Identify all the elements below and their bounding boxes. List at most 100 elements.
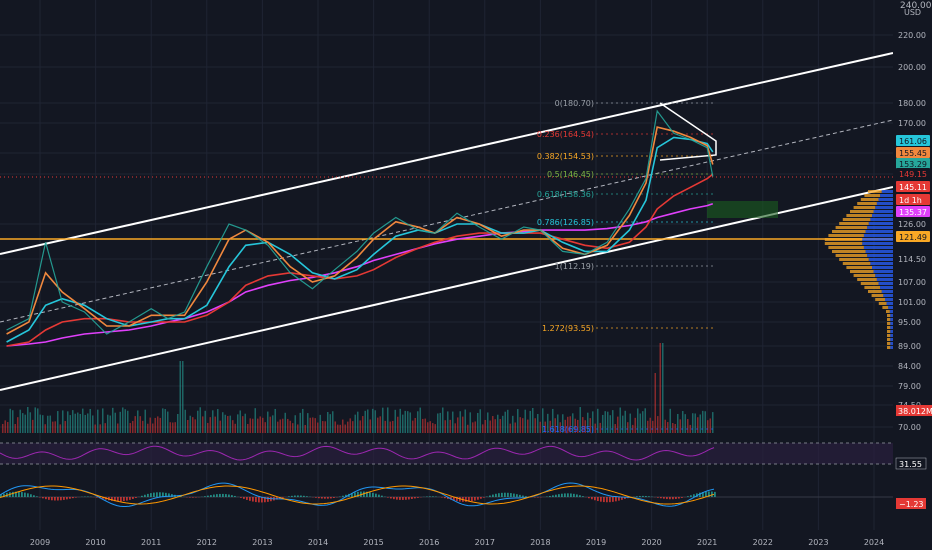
volume-profile-bar (828, 246, 864, 249)
macd-histogram-bar (471, 497, 473, 502)
volume-bar (524, 409, 526, 433)
time-axis[interactable]: 2009 2010 2011 2012 2013 2014 2015 2016 2017 2018… (0, 532, 932, 550)
volume-bar (144, 409, 146, 433)
volume-bar (392, 420, 394, 433)
volume-bar (147, 423, 149, 433)
volume-bar (489, 420, 491, 433)
macd-histogram-bar (180, 496, 182, 497)
macd-histogram-bar (246, 497, 248, 500)
volume-bar (482, 424, 484, 433)
volume-bar (564, 419, 566, 433)
macd-histogram-bar (324, 497, 326, 499)
channel-mid-line (0, 119, 894, 323)
volume-bar (627, 422, 629, 433)
volume-bar (509, 423, 511, 433)
volume-bar (79, 413, 81, 433)
volume-bar (712, 412, 714, 433)
time-tick-label: 2024 (864, 538, 884, 547)
macd-histogram-bar (117, 497, 119, 502)
volume-bar (444, 420, 446, 433)
volume-bar (14, 423, 16, 433)
macd-histogram-bar (561, 493, 563, 497)
price-badge (896, 181, 930, 192)
macd-histogram-bar (147, 493, 149, 497)
volume-profile-bar (842, 262, 871, 265)
volume-bar (62, 410, 64, 433)
volume-bar (244, 413, 246, 433)
volume-bar (394, 409, 396, 433)
volume-bar (577, 419, 579, 433)
volume-profile-bar (873, 210, 893, 213)
macd-histogram-bar (51, 497, 53, 501)
volume-bar (537, 413, 539, 433)
volume-bar (467, 424, 469, 433)
macd-histogram-bar (510, 493, 512, 497)
volume-profile-bar (873, 270, 893, 273)
rsi-badge-label: 31.55 (899, 460, 922, 469)
volume-bar (292, 423, 294, 433)
volume-profile-bar (846, 214, 873, 217)
volume-bar (279, 419, 281, 433)
price-tick-label: 101.00 (898, 298, 926, 307)
volume-bar (462, 416, 464, 433)
channel-lower-line (0, 186, 894, 391)
macd-histogram-bar (564, 493, 566, 497)
volume-bar (419, 407, 421, 433)
macd-histogram-bar (18, 491, 20, 497)
volume-bar (192, 417, 194, 433)
volume-bar (314, 418, 316, 433)
macd-badge-label: −1.23 (899, 500, 924, 509)
macd-histogram-bar (576, 494, 578, 497)
volume-bar (37, 408, 39, 433)
macd-histogram-bar (699, 492, 701, 497)
volume-bar (639, 413, 641, 433)
macd-histogram-bar (126, 497, 128, 501)
price-tick-label: 79.00 (898, 382, 921, 391)
volume-bar (477, 412, 479, 433)
volume-profile-bar (890, 326, 893, 329)
macd-histogram-bar (645, 495, 647, 497)
volume-profile-bar (887, 322, 891, 325)
volume-bar (427, 422, 429, 433)
volume-bar (284, 412, 286, 433)
macd-histogram-bar (21, 492, 23, 497)
volume-bar (487, 412, 489, 433)
macd-histogram-bar (306, 496, 308, 497)
volume-bar (299, 412, 301, 433)
macd-histogram-bar (705, 491, 707, 497)
volume-bar (457, 417, 459, 433)
macd-histogram-bar (456, 497, 458, 502)
volume-bar (249, 418, 251, 433)
price-badge (896, 206, 930, 217)
macd-histogram-bar (573, 493, 575, 497)
volume-profile-bar (842, 218, 871, 221)
macd-histogram-bar (417, 497, 419, 498)
fib-level-label: 0(180.70) (555, 99, 594, 108)
volume-bar (622, 415, 624, 433)
time-tick-label: 2015 (363, 538, 383, 547)
macd-histogram-bar (378, 494, 380, 497)
volume-bar (484, 419, 486, 433)
macd-histogram-bar (426, 496, 428, 497)
volume-bar (369, 419, 371, 433)
price-badge (896, 194, 930, 205)
volume-profile (824, 190, 893, 349)
macd-histogram-bar (693, 494, 695, 497)
volume-bar (232, 420, 234, 433)
macd-histogram-bar (525, 496, 527, 497)
volume-bar (409, 412, 411, 433)
macd-histogram-bar (159, 492, 161, 497)
macd-histogram-bar (579, 495, 581, 497)
macd-histogram-bar (204, 496, 206, 497)
volume-bar (317, 422, 319, 433)
macd-histogram-bar (156, 492, 158, 497)
volume-profile-bar (835, 226, 868, 229)
volume-profile-bar (865, 250, 893, 253)
volume-bar (412, 420, 414, 433)
volume-bar (359, 420, 361, 433)
time-tick-label: 2018 (530, 538, 550, 547)
macd-histogram-bar (375, 493, 377, 497)
price-axis[interactable]: 220.00 200.00 180.00 170.00 155.45 149.15 126.… (893, 0, 932, 530)
